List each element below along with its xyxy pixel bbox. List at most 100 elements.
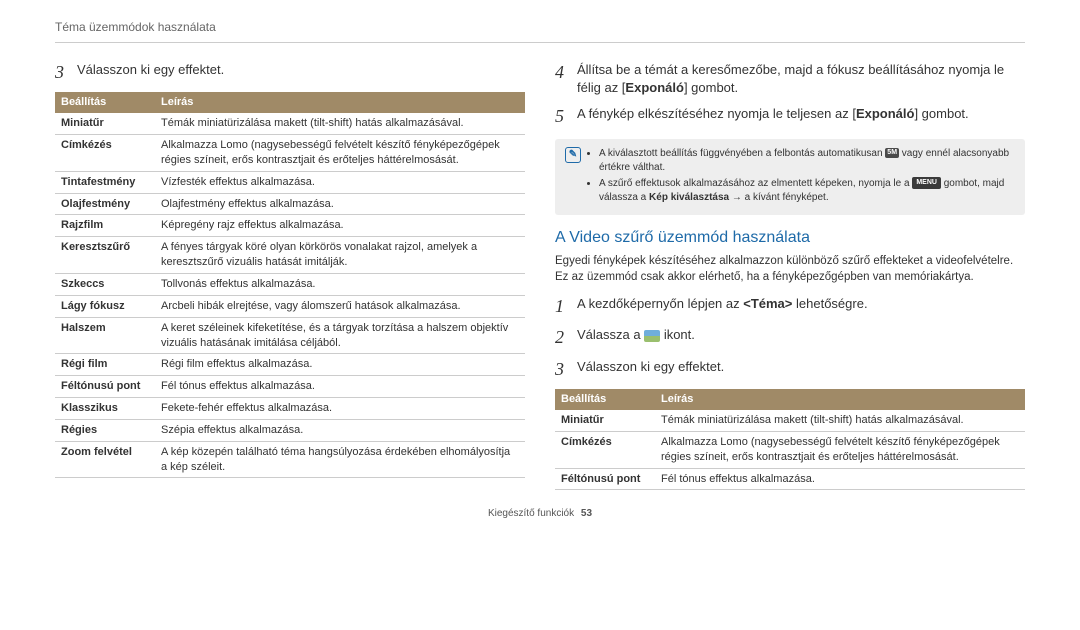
- table-row: KlasszikusFekete-fehér effektus alkalmaz…: [55, 398, 525, 420]
- desc-cell: Fekete-fehér effektus alkalmazása.: [155, 398, 525, 420]
- desc-cell: Képregény rajz effektus alkalmazása.: [155, 215, 525, 237]
- table-row: Lágy fókuszArcbeli hibák elrejtése, vagy…: [55, 295, 525, 317]
- note-item: A kiválasztott beállítás függvényében a …: [599, 147, 1015, 175]
- text-part: A kezdőképernyőn lépjen az: [577, 296, 743, 311]
- vstep-3: 3 Válasszon ki egy effektet.: [555, 358, 1025, 381]
- option-cell: Klasszikus: [55, 398, 155, 420]
- option-cell: Halszem: [55, 317, 155, 354]
- th-option: Beállítás: [55, 92, 155, 113]
- table-row: MiniatűrTémák miniatürizálása makett (ti…: [555, 410, 1025, 431]
- text-part: ikont.: [660, 327, 695, 342]
- text-part: lehetőségre.: [792, 296, 867, 311]
- text-part: A fénykép elkészítéséhez nyomja le telje…: [577, 106, 856, 121]
- option-cell: Miniatűr: [555, 410, 655, 431]
- table-row: OlajfestményOlajfestmény effektus alkalm…: [55, 193, 525, 215]
- text-part: A kiválasztott beállítás függvényében a …: [599, 148, 885, 159]
- text-part: A szűrő effektusok alkalmazásához az elm…: [599, 178, 912, 189]
- step-text: Állítsa be a témát a keresőmezőbe, majd …: [577, 61, 1025, 97]
- option-cell: Lágy fókusz: [55, 295, 155, 317]
- desc-cell: Fél tónus effektus alkalmazása.: [155, 376, 525, 398]
- breadcrumb: Téma üzemmódok használata: [55, 20, 1025, 43]
- desc-cell: A fényes tárgyak köré olyan körkörös von…: [155, 237, 525, 274]
- desc-cell: Témák miniatürizálása makett (tilt-shift…: [155, 113, 525, 134]
- text-part: ] gombot.: [684, 80, 738, 95]
- text-bold: Exponáló: [856, 106, 915, 121]
- video-effects-table: Beállítás Leírás MiniatűrTémák miniatüri…: [555, 389, 1025, 490]
- resolution-badge-icon: 5M: [885, 148, 899, 158]
- table-row: Zoom felvételA kép közepén található tém…: [55, 441, 525, 478]
- table-row: RégiesSzépia effektus alkalmazása.: [55, 419, 525, 441]
- step-4: 4 Állítsa be a témát a keresőmezőbe, maj…: [555, 61, 1025, 97]
- text-bold: Kép kiválasztása: [649, 192, 729, 203]
- option-cell: Régies: [55, 419, 155, 441]
- step-number: 3: [55, 61, 77, 84]
- option-cell: Olajfestmény: [55, 193, 155, 215]
- table-row: HalszemA keret széleinek kifeketítése, é…: [55, 317, 525, 354]
- step-text: Válasszon ki egy effektet.: [77, 61, 224, 79]
- step-number: 2: [555, 326, 577, 349]
- menu-badge-icon: MENU: [912, 177, 941, 189]
- table-row: Féltónusú pontFél tónus effektus alkalma…: [55, 376, 525, 398]
- desc-cell: Alkalmazza Lomo (nagysebességű felvételt…: [155, 135, 525, 172]
- step-text: A kezdőképernyőn lépjen az <Téma> lehető…: [577, 295, 868, 313]
- desc-cell: Arcbeli hibák elrejtése, vagy álomszerű …: [155, 295, 525, 317]
- step-5: 5 A fénykép elkészítéséhez nyomja le tel…: [555, 105, 1025, 128]
- option-cell: Rajzfilm: [55, 215, 155, 237]
- option-cell: Címkézés: [555, 431, 655, 468]
- table-row: CímkézésAlkalmazza Lomo (nagysebességű f…: [555, 431, 1025, 468]
- desc-cell: Régi film effektus alkalmazása.: [155, 354, 525, 376]
- text-bold: <Téma>: [743, 296, 792, 311]
- theme-mode-icon: [644, 330, 660, 342]
- footer-label: Kiegészítő funkciók: [488, 508, 574, 519]
- step-text: Válasszon ki egy effektet.: [577, 358, 724, 376]
- table-row: SzkeccsTollvonás effektus alkalmazása.: [55, 273, 525, 295]
- text-bold: Exponáló: [625, 80, 684, 95]
- table-row: RajzfilmKépregény rajz effektus alkalmaz…: [55, 215, 525, 237]
- table-row: Régi filmRégi film effektus alkalmazása.: [55, 354, 525, 376]
- table-row: TintafestményVízfesték effektus alkalmaz…: [55, 171, 525, 193]
- desc-cell: Fél tónus effektus alkalmazása.: [655, 468, 1025, 490]
- section-title: A Video szűrő üzemmód használata: [555, 229, 1025, 247]
- desc-cell: Szépia effektus alkalmazása.: [155, 419, 525, 441]
- note-item: A szűrő effektusok alkalmazásához az elm…: [599, 177, 1015, 205]
- step-3: 3 Válasszon ki egy effektet.: [55, 61, 525, 84]
- text-part: ] gombot.: [914, 106, 968, 121]
- option-cell: Szkeccs: [55, 273, 155, 295]
- option-cell: Féltónusú pont: [555, 468, 655, 490]
- vstep-1: 1 A kezdőképernyőn lépjen az <Téma> lehe…: [555, 295, 1025, 318]
- note-box: ✎ A kiválasztott beállítás függvényében …: [555, 139, 1025, 215]
- vstep-2: 2 Válassza a ikont.: [555, 326, 1025, 349]
- option-cell: Tintafestmény: [55, 171, 155, 193]
- desc-cell: Alkalmazza Lomo (nagysebességű felvételt…: [655, 431, 1025, 468]
- step-number: 4: [555, 61, 577, 84]
- desc-cell: A keret széleinek kifeketítése, és a tár…: [155, 317, 525, 354]
- option-cell: Keresztszűrő: [55, 237, 155, 274]
- step-number: 5: [555, 105, 577, 128]
- info-icon: ✎: [565, 147, 585, 207]
- page-number: 53: [581, 508, 592, 519]
- table-row: KeresztszűrőA fényes tárgyak köré olyan …: [55, 237, 525, 274]
- th-desc: Leírás: [655, 389, 1025, 410]
- page-footer: Kiegészítő funkciók 53: [55, 508, 1025, 519]
- table-row: CímkézésAlkalmazza Lomo (nagysebességű f…: [55, 135, 525, 172]
- text-part: → a kívánt fényképet.: [729, 192, 829, 203]
- option-cell: Féltónusú pont: [55, 376, 155, 398]
- left-column: 3 Válasszon ki egy effektet. Beállítás L…: [55, 61, 525, 500]
- note-content: A kiválasztott beállítás függvényében a …: [585, 147, 1015, 207]
- desc-cell: Olajfestmény effektus alkalmazása.: [155, 193, 525, 215]
- desc-cell: A kép közepén található téma hangsúlyozá…: [155, 441, 525, 478]
- effects-table: Beállítás Leírás MiniatűrTémák miniatüri…: [55, 92, 525, 478]
- table-row: Féltónusú pontFél tónus effektus alkalma…: [555, 468, 1025, 490]
- desc-cell: Tollvonás effektus alkalmazása.: [155, 273, 525, 295]
- section-desc: Egyedi fényképek készítéséhez alkalmazzo…: [555, 253, 1025, 285]
- step-number: 1: [555, 295, 577, 318]
- option-cell: Címkézés: [55, 135, 155, 172]
- th-option: Beállítás: [555, 389, 655, 410]
- step-number: 3: [555, 358, 577, 381]
- desc-cell: Vízfesték effektus alkalmazása.: [155, 171, 525, 193]
- option-cell: Régi film: [55, 354, 155, 376]
- step-text: A fénykép elkészítéséhez nyomja le telje…: [577, 105, 969, 123]
- step-text: Válassza a ikont.: [577, 326, 695, 344]
- table-row: MiniatűrTémák miniatürizálása makett (ti…: [55, 113, 525, 134]
- right-column: 4 Állítsa be a témát a keresőmezőbe, maj…: [555, 61, 1025, 500]
